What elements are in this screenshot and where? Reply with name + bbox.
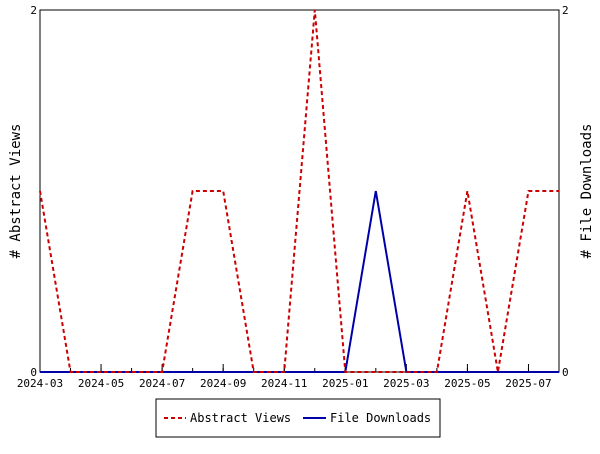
y-axis-title-right: # File Downloads	[579, 124, 595, 259]
y-left-tick-label: 2	[30, 4, 37, 17]
series-layer	[39, 9, 559, 373]
x-tick-label: 2024-07	[139, 377, 185, 390]
x-tick-label: 2025-05	[444, 377, 490, 390]
x-tick-label: 2024-03	[17, 377, 63, 390]
legend-label-abstract-views: Abstract Views	[190, 411, 291, 425]
y-left-tick-label: 0	[30, 366, 37, 379]
legend-label-file-downloads: File Downloads	[330, 411, 431, 425]
y-axis-title-left: # Abstract Views	[8, 124, 24, 259]
legend: Abstract Views File Downloads	[155, 398, 441, 438]
legend-box	[155, 398, 441, 438]
y-right-tick-label: 2	[562, 4, 569, 17]
x-tick-label: 2025-07	[505, 377, 551, 390]
y-axis-right: 02	[551, 4, 569, 379]
series-line-abstract-views	[39, 9, 559, 373]
y-right-tick-label: 0	[562, 366, 569, 379]
x-tick-label: 2024-09	[200, 377, 246, 390]
x-axis: 2024-03 2024-05 2024-07 2024-09 2024-11 2025-…	[17, 364, 560, 390]
x-tick-label: 2025-03	[383, 377, 429, 390]
x-tick-label: 2024-05	[78, 377, 124, 390]
series-line-file-downloads	[40, 190, 559, 373]
x-tick-label: 2024-11	[261, 377, 307, 390]
x-tick-label: 2025-01	[322, 377, 368, 390]
